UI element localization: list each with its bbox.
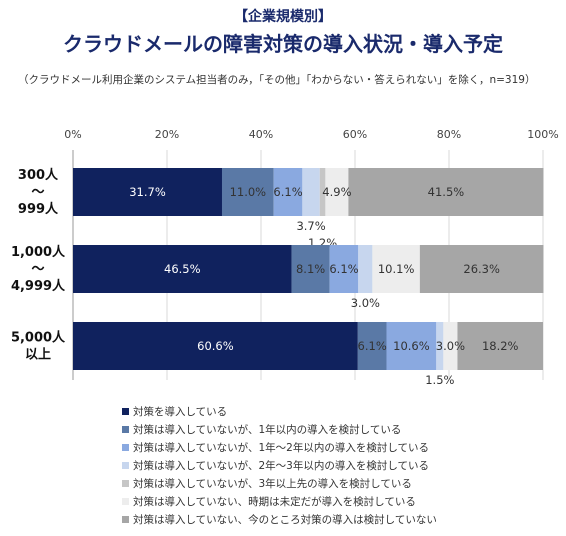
data-label: 8.1% <box>296 262 325 276</box>
category-label: 5,000人 <box>11 330 66 346</box>
legend-swatch <box>122 407 129 415</box>
data-label: 3.0% <box>351 296 380 310</box>
bar-segment <box>436 322 444 370</box>
legend-swatch <box>122 461 129 469</box>
legend-swatch <box>122 425 129 433</box>
data-label: 46.5% <box>164 262 201 276</box>
x-tick-label: 40% <box>249 128 273 141</box>
bar-segment <box>73 168 222 216</box>
bar-segment <box>73 245 292 293</box>
legend-label: 対策を導入している <box>133 405 228 418</box>
legend-label: 対策は導入していないが、2年～3年以内の導入を検討している <box>133 459 430 472</box>
data-label: 10.1% <box>378 262 415 276</box>
bar-segment <box>372 245 420 293</box>
legend-item: 対策は導入していない、今のところ対策の導入は検討していない <box>122 510 437 528</box>
x-tick-label: 80% <box>437 128 461 141</box>
data-label: 60.6% <box>197 339 234 353</box>
bar-segment <box>443 322 458 370</box>
x-tick-label: 0% <box>64 128 81 141</box>
legend-item: 対策は導入していない、時期は未定だが導入を検討している <box>122 492 437 510</box>
legend-item: 対策は導入していないが、2年～3年以内の導入を検討している <box>122 456 437 474</box>
chart-title-segment: 【企業規模別】 <box>234 9 332 25</box>
legend-label: 対策は導入していないが、1年～2年以内の導入を検討している <box>133 441 430 454</box>
legend-item: 対策は導入していないが、3年以上先の導入を検討している <box>122 474 437 492</box>
data-label: 6.1% <box>273 185 302 199</box>
data-label: 3.7% <box>296 219 325 233</box>
category-label: ～ <box>31 185 44 200</box>
legend-swatch <box>122 497 129 505</box>
legend-swatch <box>122 515 129 523</box>
legend-item: 対策は導入していないが、1年以内の導入を検討している <box>122 420 437 438</box>
data-label: 11.0% <box>230 185 267 199</box>
x-tick-label: 60% <box>343 128 367 141</box>
bar-segment <box>329 245 359 293</box>
bar-segment <box>358 245 373 293</box>
bar-segment <box>386 322 437 370</box>
data-label: 26.3% <box>463 262 500 276</box>
legend-swatch <box>122 479 129 487</box>
x-tick-label: 100% <box>527 128 558 141</box>
legend-label: 対策は導入していないが、1年以内の導入を検討している <box>133 423 402 436</box>
data-label: 10.6% <box>393 339 430 353</box>
chart-note: （クラウドメール利用企業のシステム担当者のみ，「その他」「わからない・答えられな… <box>18 74 536 86</box>
bar-segment <box>291 245 330 293</box>
category-label: ～ <box>31 262 44 277</box>
data-label: 1.5% <box>425 373 454 387</box>
bar-segment <box>273 168 303 216</box>
legend-label: 対策は導入していない、時期は未定だが導入を検討している <box>133 495 416 508</box>
bar-segment <box>325 168 349 216</box>
bar-segment <box>73 322 358 370</box>
bar-segment <box>319 168 326 216</box>
legend-item: 対策を導入している <box>122 402 437 420</box>
bar-segment <box>302 168 320 216</box>
data-label: 3.0% <box>436 339 465 353</box>
category-label: 以上 <box>25 348 51 363</box>
data-label: 18.2% <box>482 339 519 353</box>
bar-segment <box>221 168 274 216</box>
bar-segment <box>457 322 543 370</box>
bar-segment <box>419 245 544 293</box>
category-label: 4,999人 <box>11 278 66 294</box>
legend-item: 対策は導入していないが、1年～2年以内の導入を検討している <box>122 438 437 456</box>
x-tick-label: 20% <box>155 128 179 141</box>
legend: 対策を導入している 対策は導入していないが、1年以内の導入を検討している 対策は導入… <box>122 402 437 528</box>
legend-label: 対策は導入していないが、3年以上先の導入を検討している <box>133 477 412 490</box>
data-label: 4.9% <box>322 185 351 199</box>
data-label: 31.7% <box>129 185 166 199</box>
bar-segment <box>348 168 544 216</box>
bar-segment <box>357 322 387 370</box>
legend-swatch <box>122 443 129 451</box>
legend-label: 対策は導入していない、今のところ対策の導入は検討していない <box>133 513 437 526</box>
category-label: 300人 <box>18 167 59 183</box>
chart-title: クラウドメールの障害対策の導入状況・導入予定 <box>63 32 503 56</box>
category-label: 999人 <box>18 201 59 217</box>
category-label: 1,000人 <box>11 244 66 260</box>
data-label: 6.1% <box>358 339 387 353</box>
data-label: 41.5% <box>428 185 465 199</box>
data-label: 6.1% <box>329 262 358 276</box>
